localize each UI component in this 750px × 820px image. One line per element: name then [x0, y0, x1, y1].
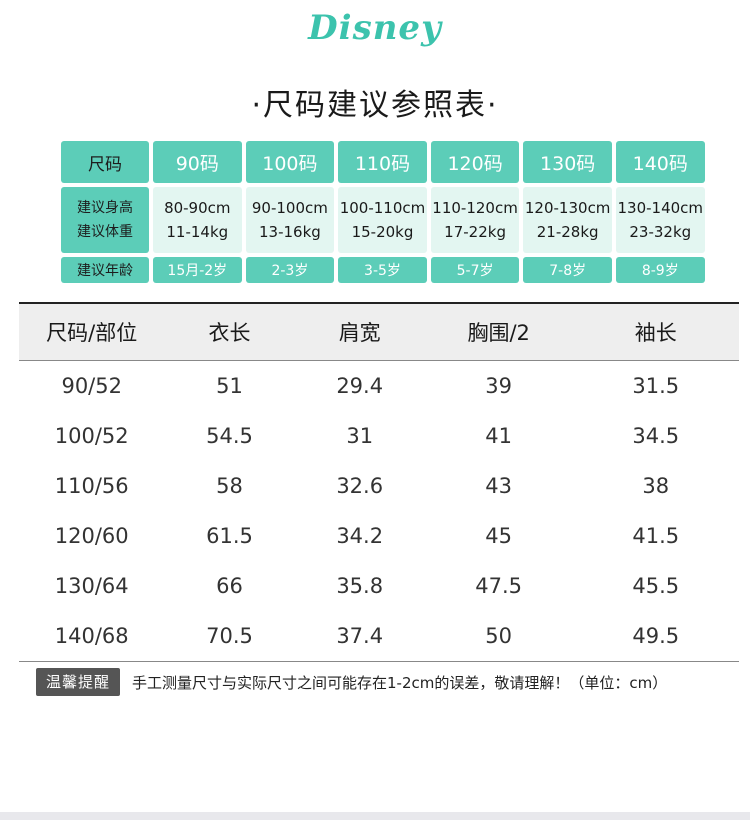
size-header: 140码 [615, 141, 705, 183]
weight-value: 11-14kg [166, 223, 229, 241]
weight-value: 17-22kg [444, 223, 506, 241]
table-row: 110/56 58 32.6 43 38 [19, 461, 739, 511]
table-row: 90/52 51 29.4 39 31.5 [19, 361, 739, 412]
height-weight-cell: 110-120cm 17-22kg [430, 187, 520, 253]
table-cell: 140/68 [19, 611, 165, 662]
weight-value: 21-28kg [536, 223, 599, 241]
weight-value: 13-16kg [258, 223, 321, 241]
table-row: 130/64 66 35.8 47.5 45.5 [19, 561, 739, 611]
table-cell: 54.5 [206, 424, 253, 448]
age-value: 3-5岁 [338, 257, 427, 283]
column-header: 袖长 [572, 302, 739, 361]
size-label: 尺码 [61, 141, 149, 183]
weight-value: 23-32kg [629, 223, 692, 241]
table-cell: 39 [485, 374, 513, 398]
weight-value: 15-20kg [351, 223, 414, 241]
size-header: 120码 [430, 141, 520, 183]
table-cell: 38 [642, 474, 670, 498]
table-cell: 31.5 [632, 374, 680, 398]
height-label: 建议身高 [77, 200, 133, 216]
table-row: 140/68 70.5 37.4 50 49.5 [19, 611, 739, 662]
size-header: 100码 [245, 141, 335, 183]
table-row: 100/52 54.5 31 41 34.5 [19, 411, 739, 461]
height-value: 110-120cm [432, 199, 518, 217]
height-value: 90-100cm [251, 199, 328, 217]
height-value: 100-110cm [339, 199, 426, 217]
age-value: 7-8岁 [523, 257, 612, 283]
table-cell: 37.4 [294, 611, 425, 662]
column-header: 衣长 [164, 302, 295, 361]
table-cell: 32.6 [336, 474, 384, 498]
table-cell: 110/56 [54, 474, 129, 498]
table-cell: 58 [216, 474, 243, 498]
size-recommendation-grid: 尺码 90码 100码 110码 120码 130码 140码 建议身高 建议体… [61, 141, 705, 287]
age-value: 15月-2岁 [153, 257, 242, 283]
table-cell: 100/52 [54, 424, 129, 448]
age-value: 2-3岁 [245, 257, 335, 283]
table-cell: 70.5 [164, 611, 295, 662]
weight-label: 建议体重 [77, 224, 133, 240]
table-cell: 45 [485, 524, 513, 548]
reminder-note: 温馨提醒 手工测量尺寸与实际尺寸之间可能存在1-2cm的误差，敬请理解！（单位：… [36, 668, 746, 696]
table-cell: 31 [346, 424, 374, 448]
page-title: ·尺码建议参照表· [251, 88, 499, 123]
table-cell: 34.5 [632, 424, 680, 448]
table-cell: 51 [216, 374, 243, 398]
table-cell: 47.5 [475, 574, 523, 598]
table-cell: 90/52 [61, 374, 122, 398]
height-weight-label: 建议身高 建议体重 [61, 187, 149, 253]
age-value: 5-7岁 [430, 257, 520, 283]
age-value: 8-9岁 [615, 257, 705, 283]
table-row: 120/60 61.5 34.2 45 41.5 [19, 511, 739, 561]
reminder-badge: 温馨提醒 [36, 668, 121, 696]
height-weight-cell: 120-130cm 21-28kg [523, 187, 612, 253]
height-weight-cell: 80-90cm 11-14kg [153, 187, 242, 253]
height-weight-row: 建议身高 建议体重 80-90cm 11-14kg 90-100cm 13-16… [61, 187, 705, 253]
age-label: 建议年龄 [61, 257, 149, 283]
size-header: 130码 [523, 141, 612, 183]
height-weight-cell: 130-140cm 23-32kg [615, 187, 705, 253]
table-cell: 130/64 [54, 574, 129, 598]
table-cell: 29.4 [336, 374, 384, 398]
height-value: 120-130cm [524, 199, 611, 217]
table-cell: 41.5 [632, 524, 680, 548]
table-cell: 66 [216, 574, 243, 598]
reminder-text: 手工测量尺寸与实际尺寸之间可能存在1-2cm的误差，敬请理解！（单位：cm） [132, 673, 668, 692]
height-weight-cell: 90-100cm 13-16kg [245, 187, 335, 253]
size-header: 110码 [338, 141, 427, 183]
height-value: 80-90cm [164, 199, 231, 217]
table-header-row: 尺码/部位 衣长 肩宽 胸围/2 袖长 [19, 302, 739, 361]
table-cell: 50 [424, 611, 573, 662]
measurement-table: 尺码/部位 衣长 肩宽 胸围/2 袖长 90/52 51 29.4 39 31.… [19, 302, 739, 662]
height-value: 130-140cm [617, 199, 704, 217]
table-cell: 49.5 [572, 611, 739, 662]
table-cell: 61.5 [206, 524, 253, 548]
table-cell: 34.2 [336, 524, 384, 548]
size-row: 尺码 90码 100码 110码 120码 130码 140码 [61, 141, 705, 183]
size-header: 90码 [153, 141, 242, 183]
height-weight-cell: 100-110cm 15-20kg [338, 187, 427, 253]
column-header: 尺码/部位 [19, 302, 165, 361]
table-cell: 35.8 [336, 574, 384, 598]
table-cell: 41 [485, 424, 513, 448]
disney-logo: Disney [308, 8, 442, 48]
table-cell: 120/60 [54, 524, 129, 548]
table-cell: 45.5 [632, 574, 680, 598]
column-header: 胸围/2 [424, 302, 573, 361]
age-row: 建议年龄 15月-2岁 2-3岁 3-5岁 5-7岁 7-8岁 8-9岁 [61, 257, 705, 283]
bottom-divider [0, 812, 750, 820]
column-header: 肩宽 [294, 302, 425, 361]
table-cell: 43 [485, 474, 513, 498]
